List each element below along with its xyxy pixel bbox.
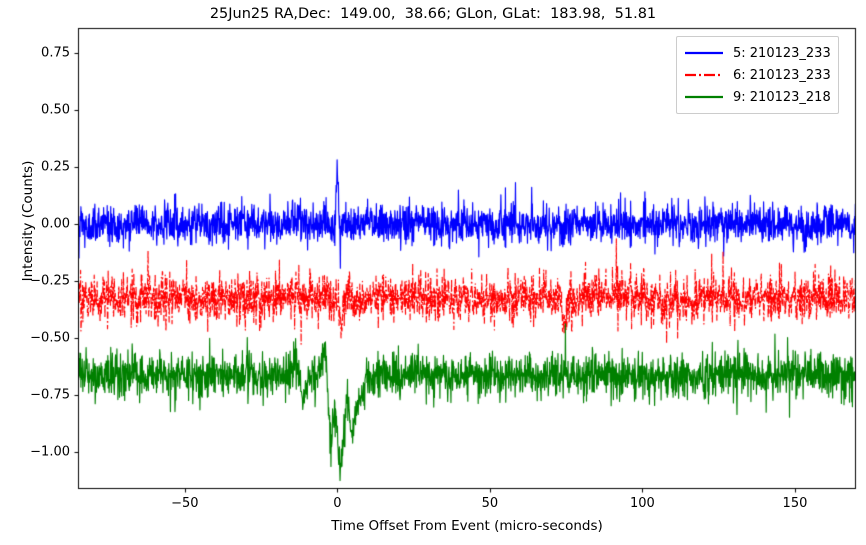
legend-label: 9: 210123_218	[733, 89, 831, 105]
x-tick-label: −50	[171, 496, 199, 511]
legend-line-swatch-red	[684, 68, 724, 82]
legend: 5: 210123_233 6: 210123_233 9: 210123_21…	[676, 36, 839, 114]
x-tick-label: 150	[782, 496, 808, 511]
y-tick-label: 0.75	[41, 45, 70, 61]
y-tick-label: 0.00	[41, 216, 70, 232]
y-tick-label: −0.25	[30, 273, 70, 289]
legend-item[interactable]: 6: 210123_233	[684, 64, 831, 86]
x-tick-label: 50	[481, 496, 499, 511]
y-tick-label: 0.50	[41, 102, 70, 118]
x-tick-label: 100	[630, 496, 655, 511]
y-tick-label: −0.75	[30, 387, 70, 403]
legend-item[interactable]: 5: 210123_233	[684, 42, 831, 64]
legend-line-swatch-blue	[684, 46, 724, 60]
y-tick-label: −1.00	[30, 444, 70, 460]
x-axis-label: Time Offset From Event (micro-seconds)	[331, 518, 603, 534]
x-tick-label: 0	[333, 496, 342, 511]
legend-line-swatch-green	[684, 90, 724, 104]
y-tick-label: −0.50	[30, 330, 70, 346]
legend-label: 5: 210123_233	[733, 45, 831, 61]
legend-item[interactable]: 9: 210123_218	[684, 86, 831, 108]
legend-label: 6: 210123_233	[733, 67, 831, 83]
y-tick-label: 0.25	[41, 159, 70, 175]
